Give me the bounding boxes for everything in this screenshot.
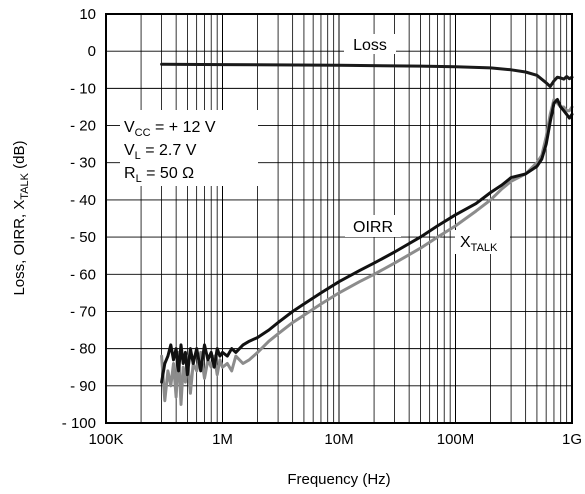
grid-lines (106, 14, 572, 423)
x-tick-label: 1G (562, 431, 582, 448)
series-layer (160, 62, 574, 406)
loss-line (160, 62, 574, 88)
plot-frame (105, 13, 573, 424)
y-tick-label: - 50 (70, 229, 96, 246)
loss-label-bg (344, 34, 396, 54)
y-tick-label: - 20 (70, 118, 96, 135)
y-tick-label: - 30 (70, 155, 96, 172)
conditions-box (120, 110, 258, 186)
y-tick-label: - 100 (62, 415, 96, 432)
loss-label: Loss (353, 37, 387, 54)
y-tick-label: 10 (79, 6, 96, 23)
x-tick-label: 100K (88, 431, 123, 448)
y-tick-label: - 10 (70, 80, 96, 97)
y-tick-label: - 90 (70, 378, 96, 395)
y-tick-label: - 40 (70, 192, 96, 209)
y-axis-label: Loss, OIRR, XTALK (dB) (11, 140, 31, 295)
oirr-line (160, 98, 574, 384)
y-tick-label: - 80 (70, 341, 96, 358)
oirr-label: OIRR (353, 219, 393, 236)
y-tick-label: - 70 (70, 303, 96, 320)
xtalk-label: XTALK (460, 234, 498, 254)
x-axis-label: Frequency (Hz) (287, 471, 390, 488)
x-tick-label: 10M (324, 431, 353, 448)
y-tick-label: 0 (88, 43, 96, 60)
condition-rl: RL = 50 Ω (124, 165, 194, 185)
x-tick-label: 1M (212, 431, 233, 448)
oirr-label-bg (345, 215, 401, 237)
y-tick-label: - 60 (70, 266, 96, 283)
x-tick-label: 100M (437, 431, 475, 448)
condition-vl: VL = 2.7 V (124, 142, 197, 162)
tick-labels: 10 0 - 10 - 20 - 30 - 40 - 50 - 60 - 70 - 80 - 90 -… (62, 6, 582, 448)
condition-vcc: VCC = + 12 V (124, 119, 216, 139)
xtalk-label-bg (455, 230, 510, 254)
